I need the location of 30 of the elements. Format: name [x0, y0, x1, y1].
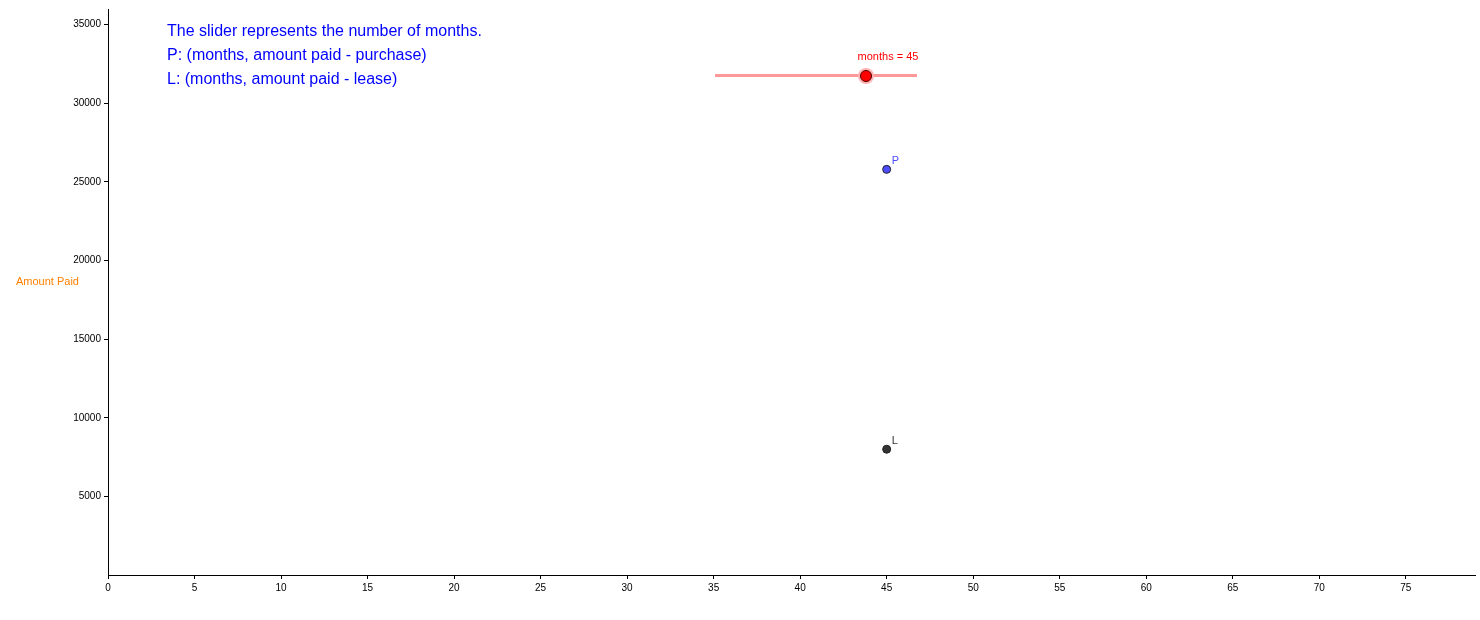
- y-tick-label: 25000: [73, 175, 102, 187]
- x-tick-label: 50: [967, 581, 980, 593]
- y-axis-title: Amount Paid: [16, 275, 79, 288]
- y-tick-label: 35000: [73, 18, 102, 30]
- y-tick-label: 5000: [78, 490, 102, 502]
- x-tick-label: 15: [361, 581, 374, 593]
- series-label: P: [891, 153, 900, 166]
- y-tick-label: 10000: [73, 411, 102, 423]
- annotation: months = 45: [857, 50, 919, 63]
- x-tick-label: 55: [1054, 581, 1066, 593]
- x-tick-label: 0: [105, 581, 112, 593]
- annotation: L: (months, amount paid - lease): [167, 70, 398, 88]
- y-tick-label: 20000: [73, 254, 102, 266]
- x-tick-label: 10: [275, 581, 288, 593]
- x-tick-label: 60: [1140, 581, 1153, 593]
- x-tick-label: 75: [1400, 581, 1412, 593]
- x-tick-label: 25: [535, 581, 547, 593]
- x-tick-label: 65: [1227, 581, 1239, 593]
- x-tick-label: 70: [1313, 581, 1326, 593]
- x-tick-label: 40: [794, 581, 807, 593]
- y-tick-label: 30000: [73, 97, 102, 109]
- y-tick-label: 15000: [73, 332, 102, 344]
- x-tick-label: 35: [708, 581, 720, 593]
- x-tick-label: 30: [621, 581, 634, 593]
- annotation: P: (months, amount paid - purchase): [167, 46, 427, 64]
- x-tick-label: 45: [881, 581, 893, 593]
- series-label: L: [891, 433, 898, 446]
- x-tick-label: 5: [191, 581, 198, 593]
- annotation: The slider represents the number of months.: [167, 22, 482, 40]
- x-tick-label: 20: [448, 581, 461, 593]
